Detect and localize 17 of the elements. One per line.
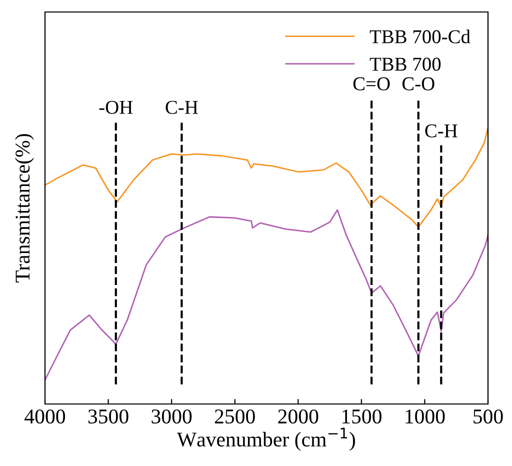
x-axis-title: Wavenumber (cm$^{−1}$) <box>176 428 356 451</box>
x-tick-label: 1500 <box>342 409 382 424</box>
x-tick-label: 3000 <box>152 409 192 424</box>
legend-label: TBB 700-Cd <box>370 30 470 44</box>
ref-line-label: C=O <box>353 77 390 90</box>
ref-line-label: C-O <box>402 77 434 90</box>
ref-line-label: -OH <box>99 100 133 114</box>
x-tick-label: 4000 <box>24 409 66 424</box>
x-tick-label: 1000 <box>406 409 445 424</box>
ref-line-label: C-H <box>425 124 458 138</box>
x-tick-label: 3500 <box>88 409 128 424</box>
ref-line-label: C-H <box>166 100 198 114</box>
x-tick-label: 500 <box>474 409 503 424</box>
x-tick-label: 2000 <box>278 409 318 424</box>
x-tick-label: 2500 <box>214 409 255 424</box>
y-axis-title: Transmittance(%) <box>14 134 34 282</box>
legend-label: TBB 700 <box>370 58 441 71</box>
